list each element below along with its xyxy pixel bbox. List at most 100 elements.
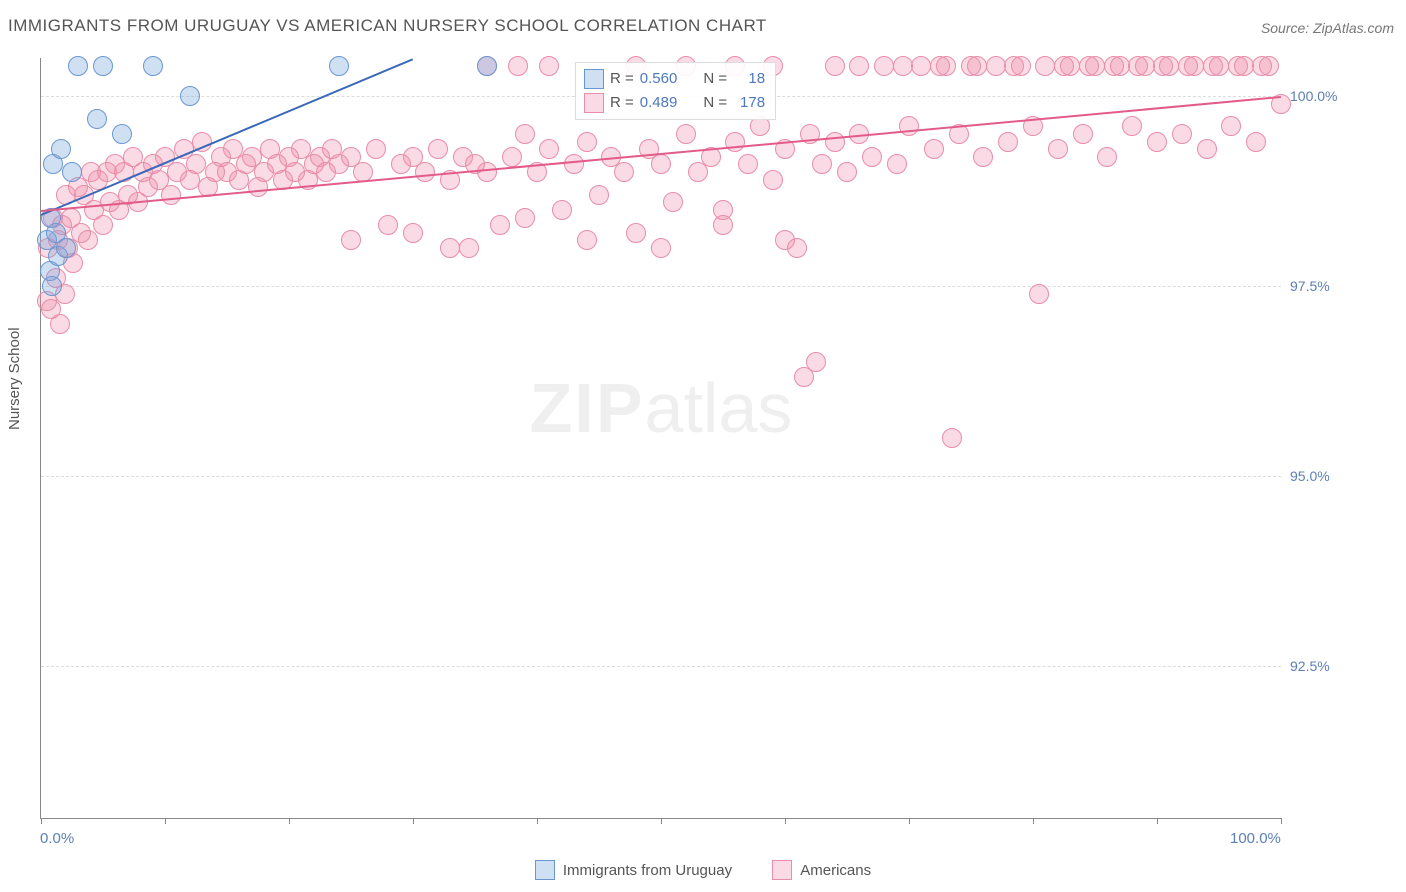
x-tick — [661, 818, 662, 824]
y-tick-label: 92.5% — [1290, 658, 1330, 674]
scatter-point — [1197, 139, 1217, 159]
scatter-point — [502, 147, 522, 167]
scatter-point — [1221, 116, 1241, 136]
scatter-point — [651, 238, 671, 258]
scatter-point — [87, 109, 107, 129]
scatter-point — [663, 192, 683, 212]
swatch-uruguay-icon — [535, 860, 555, 880]
scatter-point — [552, 200, 572, 220]
x-tick — [1033, 818, 1034, 824]
scatter-point — [51, 139, 71, 159]
scatter-point — [967, 56, 987, 76]
x-tick — [289, 818, 290, 824]
scatter-point — [893, 56, 913, 76]
scatter-point — [825, 132, 845, 152]
scatter-point — [589, 185, 609, 205]
scatter-point — [614, 162, 634, 182]
chart-title: IMMIGRANTS FROM URUGUAY VS AMERICAN NURS… — [8, 16, 767, 36]
x-axis-min-label: 0.0% — [40, 830, 74, 847]
stats-row-uruguay: R = 0.560 N = 18 — [584, 67, 765, 91]
stats-row-americans: R = 0.489 N = 178 — [584, 91, 765, 115]
scatter-point — [973, 147, 993, 167]
scatter-point — [329, 56, 349, 76]
r-value-uruguay: 0.560 — [640, 67, 678, 91]
scatter-point — [837, 162, 857, 182]
r-prefix: R = — [610, 67, 634, 91]
scatter-point — [378, 215, 398, 235]
scatter-point — [539, 139, 559, 159]
n-value-americans: 178 — [733, 91, 765, 115]
scatter-point — [998, 132, 1018, 152]
gridline — [41, 286, 1281, 287]
x-tick — [165, 818, 166, 824]
n-prefix: N = — [703, 67, 727, 91]
scatter-point — [1097, 147, 1117, 167]
scatter-point — [112, 124, 132, 144]
scatter-point — [930, 56, 950, 76]
scatter-point — [651, 154, 671, 174]
x-tick — [41, 818, 42, 824]
scatter-point — [428, 139, 448, 159]
scatter-point — [924, 139, 944, 159]
scatter-point — [1054, 56, 1074, 76]
scatter-point — [403, 223, 423, 243]
scatter-point — [1048, 139, 1068, 159]
r-value-americans: 0.489 — [640, 91, 678, 115]
scatter-point — [459, 238, 479, 258]
scatter-point — [676, 124, 696, 144]
scatter-point — [849, 56, 869, 76]
scatter-point — [477, 162, 497, 182]
scatter-point — [812, 154, 832, 174]
scatter-point — [68, 56, 88, 76]
scatter-point — [738, 154, 758, 174]
scatter-point — [78, 230, 98, 250]
legend-item-americans: Americans — [772, 860, 871, 880]
scatter-point — [1203, 56, 1223, 76]
scatter-point — [477, 56, 497, 76]
scatter-point — [1147, 132, 1167, 152]
scatter-point — [775, 230, 795, 250]
scatter-point — [93, 215, 113, 235]
scatter-point — [1073, 124, 1093, 144]
scatter-point — [874, 56, 894, 76]
scatter-point — [862, 147, 882, 167]
gridline — [41, 666, 1281, 667]
scatter-point — [93, 56, 113, 76]
y-tick-label: 97.5% — [1290, 278, 1330, 294]
scatter-point — [986, 56, 1006, 76]
x-tick — [537, 818, 538, 824]
plot-area: ZIPatlas — [40, 58, 1281, 819]
legend-label-americans: Americans — [800, 862, 871, 879]
scatter-point — [1004, 56, 1024, 76]
scatter-point — [713, 215, 733, 235]
scatter-point — [1228, 56, 1248, 76]
x-tick — [1281, 818, 1282, 824]
scatter-point — [440, 238, 460, 258]
x-tick — [1157, 818, 1158, 824]
x-axis-max-label: 100.0% — [1230, 830, 1281, 847]
scatter-point — [508, 56, 528, 76]
scatter-point — [1122, 116, 1142, 136]
scatter-point — [161, 185, 181, 205]
scatter-point — [42, 276, 62, 296]
scatter-point — [577, 230, 597, 250]
scatter-point — [763, 170, 783, 190]
scatter-point — [899, 116, 919, 136]
scatter-point — [1153, 56, 1173, 76]
y-tick-label: 100.0% — [1290, 88, 1337, 104]
stats-legend: R = 0.560 N = 18 R = 0.489 N = 178 — [575, 62, 776, 120]
scatter-point — [186, 154, 206, 174]
swatch-americans-icon — [772, 860, 792, 880]
scatter-point — [626, 223, 646, 243]
legend-label-uruguay: Immigrants from Uruguay — [563, 862, 732, 879]
source-attribution: Source: ZipAtlas.com — [1261, 20, 1394, 36]
scatter-point — [56, 238, 76, 258]
scatter-point — [1246, 132, 1266, 152]
x-tick — [413, 818, 414, 824]
watermark-zip: ZIP — [530, 369, 645, 447]
scatter-point — [564, 154, 584, 174]
scatter-point — [1128, 56, 1148, 76]
scatter-point — [341, 230, 361, 250]
scatter-point — [1252, 56, 1272, 76]
scatter-point — [806, 352, 826, 372]
